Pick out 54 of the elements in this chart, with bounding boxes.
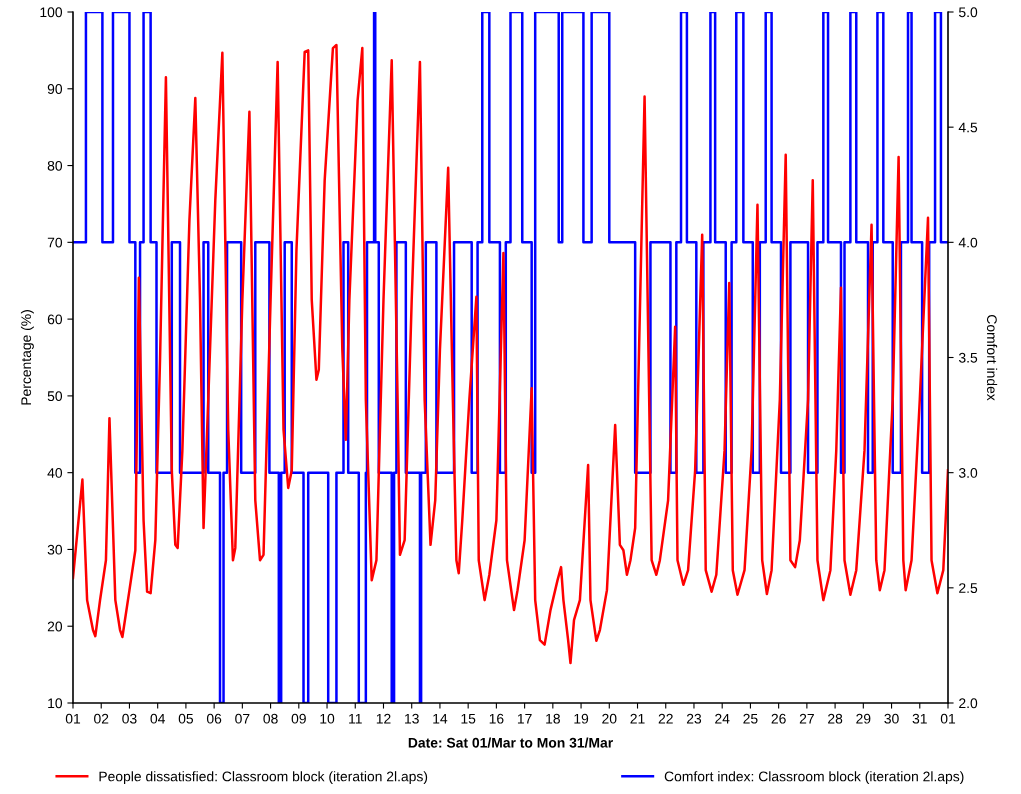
x-axis-title: Date: Sat 01/Mar to Mon 31/Mar	[408, 737, 613, 748]
x-tick-label: 30	[884, 713, 899, 724]
x-tick-label: 26	[771, 713, 786, 724]
x-tick-label: 02	[94, 713, 109, 724]
x-tick-label: 21	[630, 713, 645, 724]
x-tick-label: 25	[743, 713, 758, 724]
y2-axis-title: Comfort index	[986, 314, 998, 401]
y-tick-label: 60	[47, 314, 63, 325]
y-tick-label: 70	[47, 237, 63, 248]
x-tick-label: 03	[122, 713, 137, 724]
x-tick-label: 01	[940, 713, 956, 724]
x-tick-label: 04	[150, 713, 165, 724]
x-tick-label: 20	[602, 713, 617, 724]
x-tick-label: 06	[206, 713, 222, 724]
x-tick-label: 27	[799, 713, 814, 724]
x-tick-label: 11	[349, 713, 362, 724]
y2-tick-label: 3.0	[958, 468, 978, 478]
x-tick-label: 05	[178, 713, 194, 724]
y-tick-label: 20	[47, 621, 63, 632]
y-axis-title: Percentage (%)	[20, 310, 34, 405]
y-tick-label: 40	[47, 468, 63, 478]
y-tick-label: 80	[47, 160, 63, 171]
x-tick-label: 14	[433, 713, 448, 724]
x-tick-label: 22	[658, 713, 673, 724]
x-tick-label: 07	[235, 713, 250, 724]
x-tick-label: 16	[489, 713, 504, 724]
x-tick-label: 13	[405, 713, 419, 724]
x-tick-label: 18	[546, 713, 560, 724]
legend-label: People dissatisfied: Classroom block (iteration 2l.aps)	[99, 771, 428, 785]
y-tick-label: 10	[48, 698, 63, 709]
y-tick-label: 30	[47, 544, 63, 555]
x-tick-label: 31	[912, 713, 927, 724]
x-tick-label: 09	[291, 713, 306, 724]
y-tick-label: 50	[47, 391, 63, 402]
y2-tick-label: 4.5	[958, 122, 978, 133]
x-tick-label: 29	[856, 713, 871, 724]
y-tick-label: 90	[47, 84, 63, 94]
y2-tick-label: 4.0	[958, 237, 978, 248]
y2-tick-label: 5.0	[958, 7, 978, 18]
x-tick-label: 23	[686, 713, 702, 724]
y2-tick-label: 3.5	[958, 352, 978, 363]
x-tick-label: 24	[715, 713, 730, 724]
x-tick-label: 12	[376, 713, 391, 724]
x-tick-label: 19	[574, 713, 589, 724]
x-tick-label: 01	[65, 713, 81, 724]
y2-tick-label: 2.5	[959, 583, 978, 593]
x-tick-label: 17	[517, 713, 532, 724]
y2-tick-label: 2.0	[959, 698, 978, 709]
x-tick-label: 10	[320, 713, 335, 724]
x-tick-label: 08	[263, 713, 278, 724]
x-tick-label: 15	[461, 713, 476, 724]
legend-label: Comfort index: Classroom block (iteration 2l.aps)	[664, 771, 964, 785]
y-tick-label: 100	[40, 7, 63, 18]
x-tick-label: 28	[828, 713, 843, 724]
